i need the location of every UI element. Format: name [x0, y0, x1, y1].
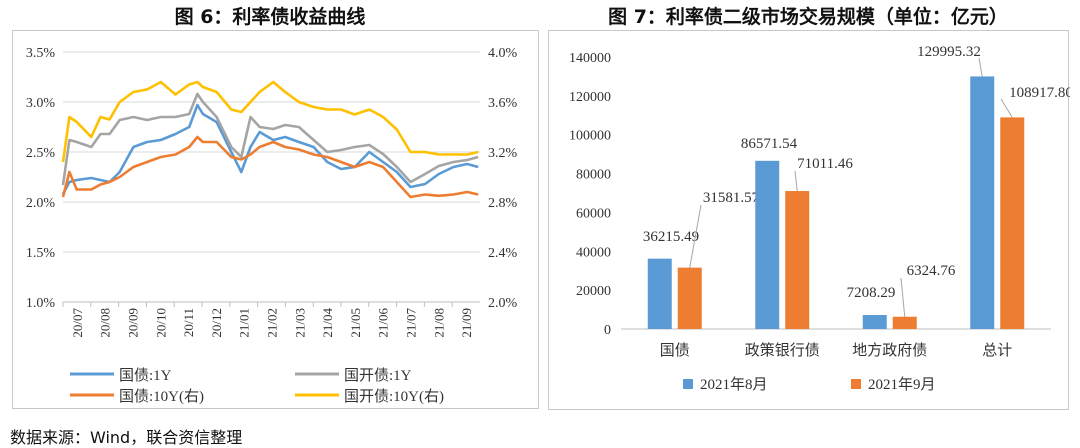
leader-line [794, 170, 798, 192]
yield-chart-panel: 1.0% 2.0% 1.5% 2.4% 2.0% 2.8% 2.5% 3.2% 3.0% 3.6%… [12, 30, 539, 409]
bar-aug [970, 76, 995, 329]
bar-aug [647, 258, 672, 329]
y-tick-label: 120000 [569, 90, 611, 105]
data-label: 7208.29 [847, 285, 896, 301]
left-y-tick-label: 3.5% [26, 46, 56, 61]
bar-sep [677, 267, 702, 329]
volume-chart-panel: 0 20000 40000 60000 80000 100000 120000 140000 国… [548, 30, 1070, 410]
x-tick-label: 21/07 [404, 308, 419, 338]
legend-swatch [683, 379, 693, 389]
x-tick-label: 21/02 [265, 308, 280, 338]
leader-line [900, 277, 906, 317]
legend-label: 国开债:10Y(右) [344, 388, 444, 405]
category-label: 国债 [660, 342, 690, 359]
legend-label: 国债:1Y [119, 367, 172, 384]
series-line-2 [61, 135, 479, 199]
data-label: 86571.54 [741, 136, 798, 152]
x-tick-label: 20/10 [153, 308, 168, 338]
y-tick-label: 80000 [576, 168, 611, 183]
category-label: 地方政府债 [852, 342, 927, 359]
x-tick-label: 21/01 [237, 308, 252, 338]
data-label: 31581.57 [703, 190, 760, 206]
chart-7-title: 图 7：利率债二级市场交易规模（单位：亿元） [608, 6, 1008, 28]
data-label: 108917.80 [1009, 85, 1070, 101]
x-tick-label: 20/11 [181, 308, 196, 337]
y-tick-label: 0 [604, 323, 611, 338]
x-tick-label: 20/09 [126, 308, 141, 338]
data-label: 6324.76 [907, 263, 956, 279]
volume-chart: 0 20000 40000 60000 80000 100000 120000 140000 国… [569, 44, 1070, 393]
left-y-tick-label: 1.0% [26, 296, 56, 311]
right-y-tick-label: 3.6% [488, 96, 518, 111]
y-tick-label: 100000 [569, 129, 611, 144]
x-tick-label: 20/07 [70, 308, 85, 338]
legend-label: 国债:10Y(右) [119, 388, 204, 405]
x-tick-label: 21/06 [376, 308, 391, 338]
bar-aug [755, 160, 780, 329]
yield-chart: 1.0% 2.0% 1.5% 2.4% 2.0% 2.8% 2.5% 3.2% 3.0% 3.6%… [26, 46, 518, 405]
chart-6-title: 图 6：利率债收益曲线 [174, 6, 366, 28]
x-tick-label: 21/03 [292, 308, 307, 338]
left-y-tick-label: 2.0% [26, 196, 56, 211]
data-label: 71011.46 [797, 156, 853, 172]
bar-sep [1000, 117, 1025, 329]
right-y-tick-label: 3.2% [488, 146, 518, 161]
legend-swatch [851, 379, 861, 389]
legend-label: 2021年8月 [700, 376, 768, 393]
x-tick-label: 21/08 [431, 308, 446, 338]
legend-label: 国开债:1Y [344, 367, 412, 384]
x-tick-label: 21/04 [320, 308, 335, 338]
right-y-tick-label: 2.8% [488, 196, 518, 211]
x-tick-label: 21/09 [459, 308, 474, 338]
leader-line [1000, 98, 1013, 118]
left-y-tick-label: 3.0% [26, 96, 56, 111]
y-tick-label: 20000 [576, 284, 611, 299]
series-line-3 [61, 80, 479, 163]
left-y-tick-label: 1.5% [26, 246, 56, 261]
data-label: 36215.49 [643, 229, 699, 245]
leader-line [978, 57, 983, 77]
right-y-tick-label: 2.0% [488, 296, 518, 311]
x-tick-label: 20/08 [98, 308, 113, 338]
right-y-tick-label: 4.0% [488, 46, 518, 61]
right-y-tick-label: 2.4% [488, 246, 518, 261]
bar-sep [892, 316, 917, 329]
bar-sep [785, 191, 810, 329]
category-label: 总计 [982, 342, 1012, 359]
bar-aug [862, 314, 887, 329]
y-tick-label: 40000 [576, 245, 611, 260]
series-line-1 [61, 92, 479, 186]
leader-line [689, 204, 702, 268]
left-y-tick-label: 2.5% [26, 146, 56, 161]
y-tick-label: 140000 [569, 51, 611, 66]
x-tick-label: 21/05 [348, 308, 363, 338]
source-note: 数据来源：Wind，联合资信整理 [10, 428, 243, 447]
series-line-0 [61, 103, 479, 195]
x-tick-label: 20/12 [209, 308, 224, 338]
data-label: 129995.32 [917, 44, 981, 60]
category-label: 政策银行债 [745, 342, 820, 359]
legend-label: 2021年9月 [868, 376, 936, 393]
y-tick-label: 60000 [576, 206, 611, 221]
